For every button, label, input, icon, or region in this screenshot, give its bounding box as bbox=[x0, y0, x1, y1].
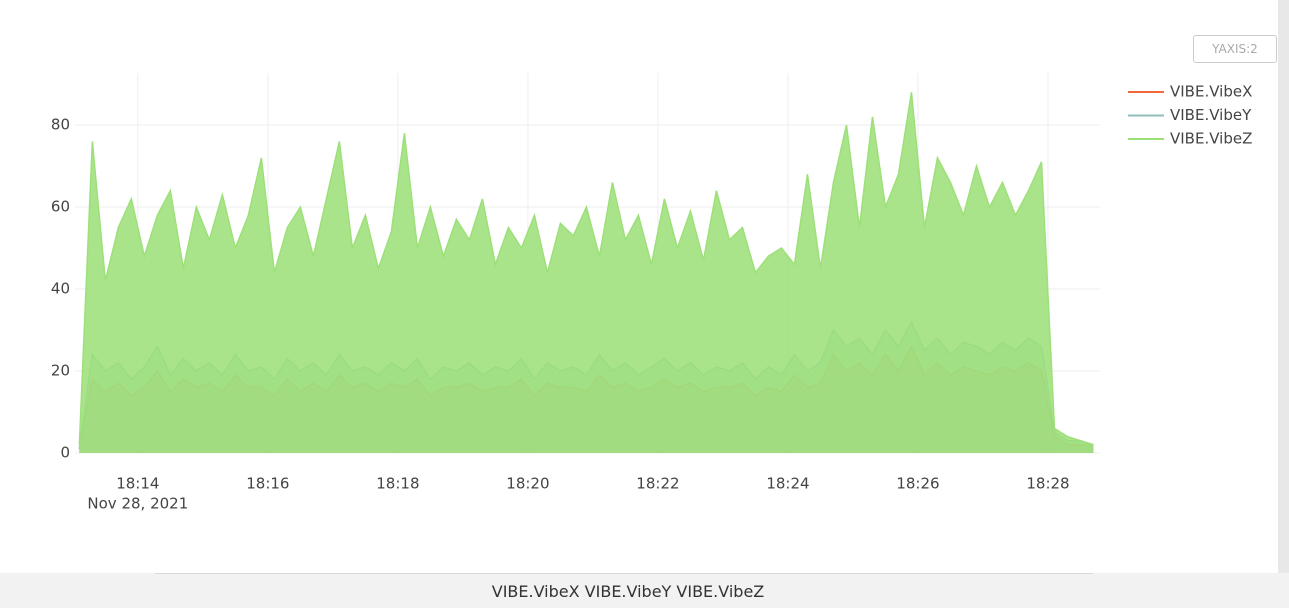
x-tick-label: 18:16 bbox=[246, 475, 289, 493]
area-fill bbox=[79, 92, 1094, 453]
x-tick-label: 18:18 bbox=[376, 475, 419, 493]
x-tick-label: 18:20 bbox=[506, 475, 549, 493]
x-tick-label: 18:14 bbox=[116, 475, 159, 493]
y-tick-label: 60 bbox=[51, 198, 70, 216]
x-tick-label: 18:22 bbox=[636, 475, 679, 493]
footer-divider bbox=[155, 573, 1093, 574]
legend-label: VIBE.VibeY bbox=[1170, 106, 1252, 124]
legend-label: VIBE.VibeX bbox=[1170, 83, 1252, 101]
legend-label: VIBE.VibeZ bbox=[1170, 130, 1252, 148]
x-tick-label: 18:28 bbox=[1026, 475, 1069, 493]
y-tick-label: 40 bbox=[51, 280, 70, 298]
series-line bbox=[78, 92, 1094, 446]
x-tick-label: 18:24 bbox=[766, 475, 809, 493]
x-tick-label: 18:26 bbox=[896, 475, 939, 493]
yaxis-button[interactable]: YAXIS:2 bbox=[1193, 35, 1277, 63]
panel: 0 20 40 60 80 18:14 18:16 18:18 18:20 18:22 18:24 1… bbox=[0, 0, 1278, 573]
x-date-label: Nov 28, 2021 bbox=[87, 495, 188, 513]
y-tick-label: 80 bbox=[51, 116, 70, 134]
footer-text: VIBE.VibeX VIBE.VibeY VIBE.VibeZ bbox=[491, 582, 765, 601]
y-tick-label: 0 bbox=[60, 444, 70, 462]
y-tick-label: 20 bbox=[51, 362, 70, 380]
footer: VIBE.VibeX VIBE.VibeY VIBE.VibeZ bbox=[0, 573, 1289, 608]
chart: 0 20 40 60 80 18:14 18:16 18:18 18:20 18:22 18:24 1… bbox=[51, 73, 1252, 513]
